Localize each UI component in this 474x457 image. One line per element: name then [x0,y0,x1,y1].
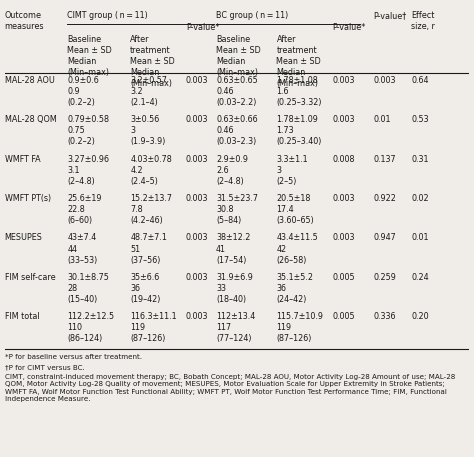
Text: 1.78±1.09
1.73
(0.25–3.40): 1.78±1.09 1.73 (0.25–3.40) [276,115,322,146]
Text: 2.9±0.9
2.6
(2–4.8): 2.9±0.9 2.6 (2–4.8) [216,154,248,186]
Text: 0.259: 0.259 [373,273,396,282]
Text: 0.003: 0.003 [186,273,209,282]
Text: 0.003: 0.003 [186,194,209,203]
Text: 31.9±6.9
33
(18–40): 31.9±6.9 33 (18–40) [216,273,253,304]
Text: 0.79±0.58
0.75
(0.2–2): 0.79±0.58 0.75 (0.2–2) [67,115,109,146]
Text: Effect
size, r: Effect size, r [411,11,435,31]
Text: CIMT group ( n = 11): CIMT group ( n = 11) [67,11,148,20]
Text: 25.6±19
22.8
(6–60): 25.6±19 22.8 (6–60) [67,194,102,225]
Text: 0.922: 0.922 [373,194,396,203]
Text: MAL-28 AOU: MAL-28 AOU [5,76,55,85]
Text: After
treatment
Mean ± SD
Median
(Min–max): After treatment Mean ± SD Median (Min–ma… [130,35,175,88]
Text: FIM self-care: FIM self-care [5,273,55,282]
Text: 0.24: 0.24 [411,273,429,282]
Text: 0.947: 0.947 [373,234,396,242]
Text: 0.005: 0.005 [332,273,355,282]
Text: WMFT FA: WMFT FA [5,154,40,164]
Text: P-value*: P-value* [186,23,219,32]
Text: 30.1±8.75
28
(15–40): 30.1±8.75 28 (15–40) [67,273,109,304]
Text: P-value†: P-value† [373,11,406,20]
Text: FIM total: FIM total [5,312,39,321]
Text: 0.336: 0.336 [373,312,396,321]
Text: 112.2±12.5
110
(86–124): 112.2±12.5 110 (86–124) [67,312,115,344]
Text: 0.008: 0.008 [332,154,355,164]
Text: *P for baseline versus after treatment.: *P for baseline versus after treatment. [5,354,142,361]
Text: 116.3±11.1
119
(87–126): 116.3±11.1 119 (87–126) [130,312,177,344]
Text: 43.4±11.5
42
(26–58): 43.4±11.5 42 (26–58) [276,234,318,265]
Text: 112±13.4
117
(77–124): 112±13.4 117 (77–124) [216,312,255,344]
Text: 0.31: 0.31 [411,154,428,164]
Text: 0.003: 0.003 [332,76,355,85]
Text: 0.003: 0.003 [332,234,355,242]
Text: 0.9±0.6
0.9
(0.2–2): 0.9±0.6 0.9 (0.2–2) [67,76,99,107]
Text: 0.01: 0.01 [411,234,428,242]
Text: MESUPES: MESUPES [5,234,43,242]
Text: 1.78±1.08
1.6
(0.25–3.32): 1.78±1.08 1.6 (0.25–3.32) [276,76,322,107]
Text: 115.7±10.9
119
(87–126): 115.7±10.9 119 (87–126) [276,312,323,344]
Text: 0.02: 0.02 [411,194,429,203]
Text: 0.137: 0.137 [373,154,396,164]
Text: 0.01: 0.01 [373,115,391,124]
Text: 0.63±0.65
0.46
(0.03–2.2): 0.63±0.65 0.46 (0.03–2.2) [216,76,258,107]
Text: 3.27±0.96
3.1
(2–4.8): 3.27±0.96 3.1 (2–4.8) [67,154,109,186]
Text: 0.20: 0.20 [411,312,429,321]
Text: Outcome
measures: Outcome measures [5,11,44,31]
Text: Baseline
Mean ± SD
Median
(Min–max): Baseline Mean ± SD Median (Min–max) [216,35,261,77]
Text: 0.53: 0.53 [411,115,429,124]
Text: †P for CIMT versus BC.: †P for CIMT versus BC. [5,364,84,370]
Text: 0.003: 0.003 [186,76,209,85]
Text: CIMT, constraint-induced movement therapy; BC, Bobath Concept; MAL-28 AOU, Motor: CIMT, constraint-induced movement therap… [5,374,455,402]
Text: 48.7±7.1
51
(37–56): 48.7±7.1 51 (37–56) [130,234,167,265]
Text: 0.005: 0.005 [332,312,355,321]
Text: Baseline
Mean ± SD
Median
(Min–max): Baseline Mean ± SD Median (Min–max) [67,35,112,77]
Text: 38±12.2
41
(17–54): 38±12.2 41 (17–54) [216,234,250,265]
Text: 0.003: 0.003 [332,115,355,124]
Text: 0.003: 0.003 [332,194,355,203]
Text: 3.3±1.1
3
(2–5): 3.3±1.1 3 (2–5) [276,154,308,186]
Text: BC group ( n = 11): BC group ( n = 11) [216,11,288,20]
Text: 15.2±13.7
7.8
(4.2–46): 15.2±13.7 7.8 (4.2–46) [130,194,172,225]
Text: After
treatment
Mean ± SD
Median
(Min–max): After treatment Mean ± SD Median (Min–ma… [276,35,321,88]
Text: 3.2±0.57
3.2
(2.1–4): 3.2±0.57 3.2 (2.1–4) [130,76,167,107]
Text: P-value*: P-value* [332,23,365,32]
Text: 20.5±18
17.4
(3.60–65): 20.5±18 17.4 (3.60–65) [276,194,314,225]
Text: 0.003: 0.003 [373,76,396,85]
Text: 0.003: 0.003 [186,234,209,242]
Text: 35±6.6
36
(19–42): 35±6.6 36 (19–42) [130,273,161,304]
Text: WMFT PT(s): WMFT PT(s) [5,194,51,203]
Text: 3±0.56
3
(1.9–3.9): 3±0.56 3 (1.9–3.9) [130,115,165,146]
Text: 43±7.4
44
(33–53): 43±7.4 44 (33–53) [67,234,98,265]
Text: 4.03±0.78
4.2
(2.4–5): 4.03±0.78 4.2 (2.4–5) [130,154,172,186]
Text: 31.5±23.7
30.8
(5–84): 31.5±23.7 30.8 (5–84) [216,194,258,225]
Text: 0.63±0.66
0.46
(0.03–2.3): 0.63±0.66 0.46 (0.03–2.3) [216,115,258,146]
Text: 0.64: 0.64 [411,76,428,85]
Text: 35.1±5.2
36
(24–42): 35.1±5.2 36 (24–42) [276,273,313,304]
Text: 0.003: 0.003 [186,154,209,164]
Text: MAL-28 QOM: MAL-28 QOM [5,115,56,124]
Text: 0.003: 0.003 [186,115,209,124]
Text: 0.003: 0.003 [186,312,209,321]
